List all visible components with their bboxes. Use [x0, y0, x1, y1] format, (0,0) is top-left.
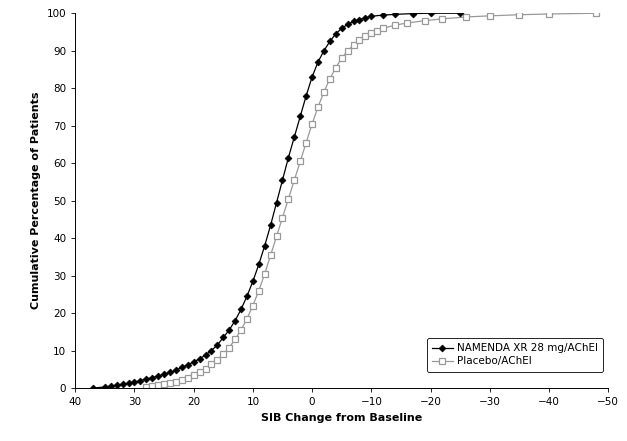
NAMENDA XR 28 mg/AChEI — [202, 352, 209, 358]
Placebo/AChEI — [166, 381, 174, 386]
Placebo/AChEI — [332, 65, 340, 70]
Placebo/AChEI — [237, 327, 245, 333]
Placebo/AChEI — [338, 56, 345, 61]
Placebo/AChEI — [362, 34, 369, 39]
X-axis label: SIB Change from Baseline: SIB Change from Baseline — [261, 413, 423, 422]
NAMENDA XR 28 mg/AChEI — [119, 381, 127, 387]
NAMENDA XR 28 mg/AChEI — [456, 11, 464, 16]
Placebo/AChEI — [231, 337, 239, 342]
Placebo/AChEI — [273, 234, 280, 239]
Placebo/AChEI — [243, 316, 251, 321]
NAMENDA XR 28 mg/AChEI — [379, 12, 387, 18]
Placebo/AChEI — [178, 377, 186, 382]
Placebo/AChEI — [344, 48, 351, 53]
Placebo/AChEI — [374, 28, 381, 34]
Placebo/AChEI — [462, 14, 470, 19]
Placebo/AChEI — [154, 382, 162, 388]
NAMENDA XR 28 mg/AChEI — [237, 307, 245, 312]
Placebo/AChEI — [421, 18, 428, 23]
Placebo/AChEI — [308, 121, 316, 127]
Placebo/AChEI — [403, 20, 411, 26]
Placebo/AChEI — [279, 215, 287, 220]
Placebo/AChEI — [290, 177, 298, 183]
NAMENDA XR 28 mg/AChEI — [279, 177, 287, 183]
Placebo/AChEI — [350, 42, 357, 48]
Placebo/AChEI — [196, 369, 203, 374]
Placebo/AChEI — [285, 196, 292, 202]
Placebo/AChEI — [297, 159, 304, 164]
Placebo/AChEI — [149, 384, 156, 389]
Placebo/AChEI — [302, 140, 310, 145]
Placebo/AChEI — [202, 366, 209, 371]
Placebo/AChEI — [267, 252, 275, 258]
Placebo/AChEI — [226, 345, 233, 350]
Placebo/AChEI — [261, 271, 268, 277]
Placebo/AChEI — [593, 11, 600, 16]
NAMENDA XR 28 mg/AChEI — [89, 385, 97, 391]
Placebo/AChEI — [320, 89, 328, 94]
Y-axis label: Cumulative Percentage of Patients: Cumulative Percentage of Patients — [31, 92, 41, 310]
Placebo/AChEI — [356, 37, 363, 43]
Placebo/AChEI — [219, 352, 227, 357]
Placebo/AChEI — [486, 13, 493, 19]
Placebo/AChEI — [367, 31, 375, 36]
Placebo/AChEI — [439, 16, 446, 22]
Placebo/AChEI — [184, 375, 191, 380]
Legend: NAMENDA XR 28 mg/AChEI, Placebo/AChEI: NAMENDA XR 28 mg/AChEI, Placebo/AChEI — [426, 338, 603, 372]
Line: NAMENDA XR 28 mg/AChEI: NAMENDA XR 28 mg/AChEI — [90, 11, 463, 391]
Placebo/AChEI — [314, 104, 322, 109]
Placebo/AChEI — [545, 11, 553, 17]
NAMENDA XR 28 mg/AChEI — [427, 11, 435, 16]
Line: Placebo/AChEI: Placebo/AChEI — [143, 10, 599, 390]
Placebo/AChEI — [142, 384, 150, 389]
Placebo/AChEI — [515, 12, 523, 17]
NAMENDA XR 28 mg/AChEI — [290, 134, 298, 139]
Placebo/AChEI — [161, 381, 168, 387]
Placebo/AChEI — [249, 303, 256, 308]
Placebo/AChEI — [214, 357, 221, 363]
Placebo/AChEI — [379, 26, 387, 31]
Placebo/AChEI — [255, 288, 263, 293]
Placebo/AChEI — [208, 362, 215, 367]
Placebo/AChEI — [190, 372, 198, 377]
Placebo/AChEI — [391, 22, 399, 28]
Placebo/AChEI — [172, 379, 180, 385]
Placebo/AChEI — [326, 76, 334, 82]
